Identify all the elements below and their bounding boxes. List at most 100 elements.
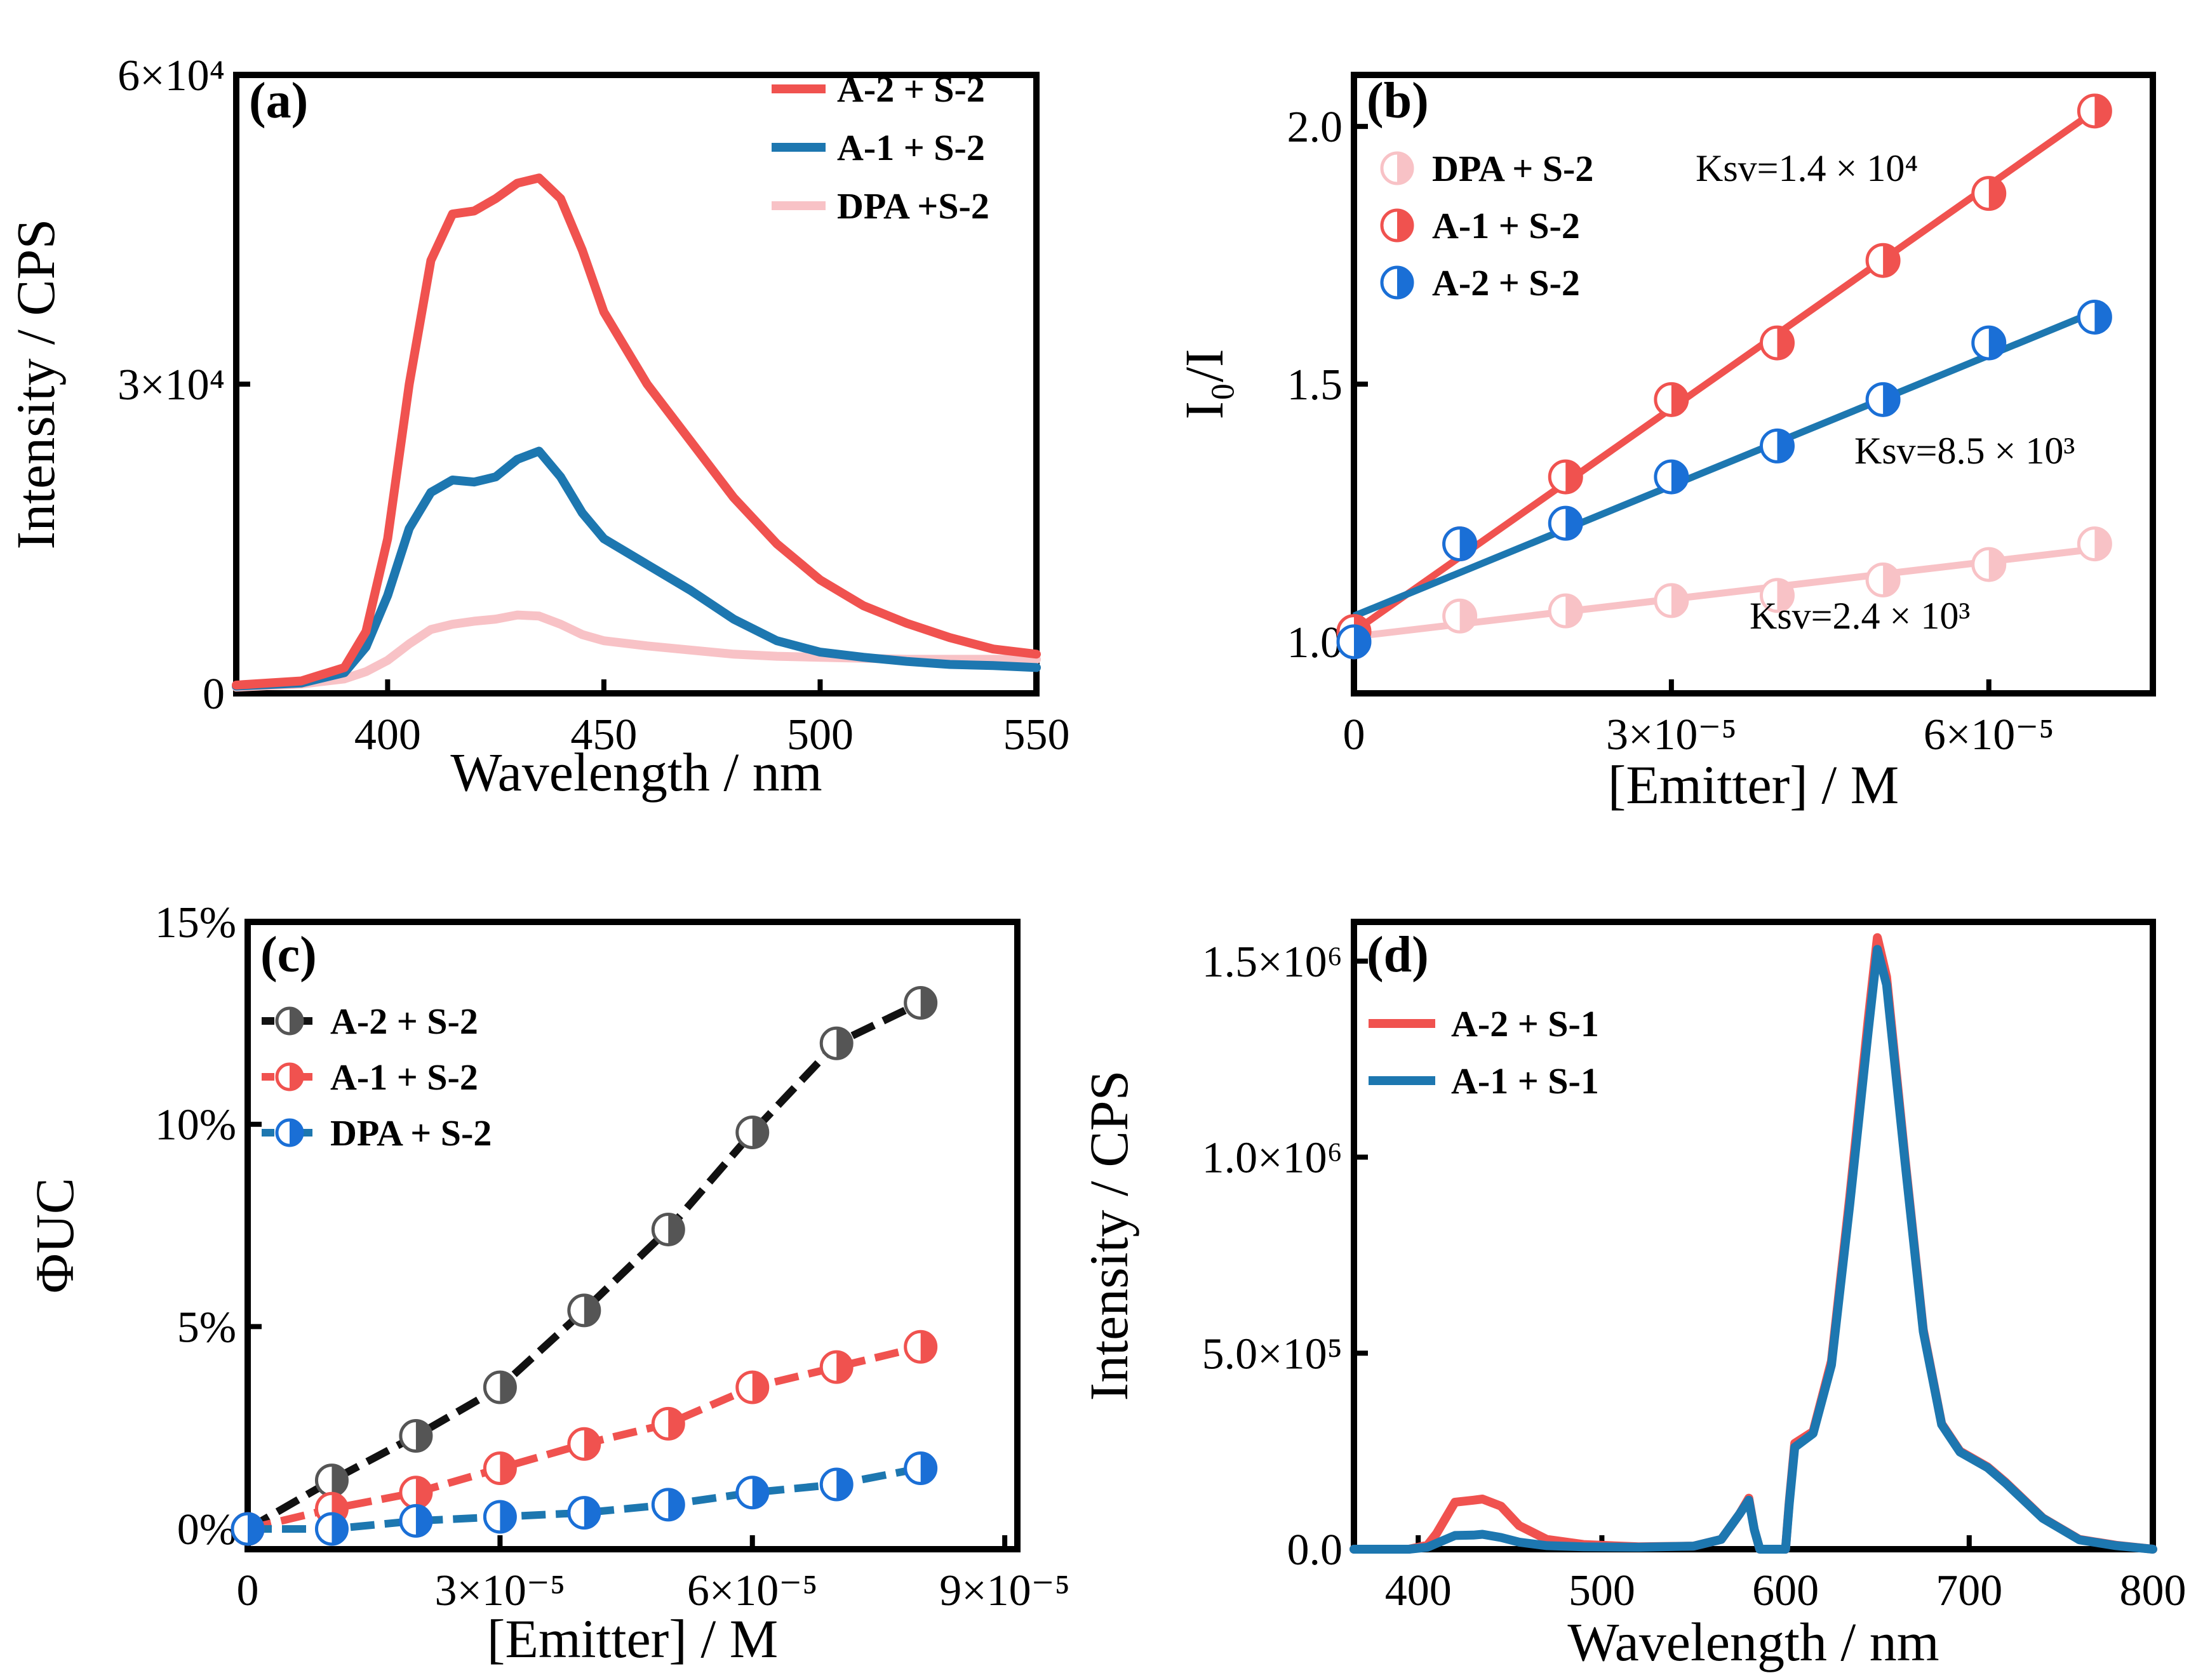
y-tick-label: 0 <box>203 670 225 719</box>
series-line-2 <box>248 1464 921 1533</box>
y-tick-label: 3×10⁴ <box>117 361 225 410</box>
y-tick-label: 2.0 <box>1287 103 1343 152</box>
y-tick-label: 5% <box>177 1303 236 1352</box>
x-axis-label: [Emitter] / M <box>1608 754 1899 815</box>
x-tick-label: 500 <box>1569 1566 1635 1615</box>
y-axis-label: ΦUC <box>24 1178 85 1293</box>
y-axis-label: Intensity / CPS <box>5 219 66 550</box>
data-point <box>1380 151 1414 185</box>
data-point <box>1654 583 1689 618</box>
y-tick-label: 0.0 <box>1287 1526 1343 1575</box>
legend-label: A-1 + S-2 <box>837 127 985 168</box>
y-tick-label: 1.0×10⁶ <box>1202 1134 1343 1183</box>
legend-label: A-1 + S-1 <box>1451 1060 1599 1102</box>
data-point <box>2077 299 2112 335</box>
data-point <box>735 1476 770 1510</box>
data-point <box>1548 505 1583 541</box>
x-tick-label: 450 <box>570 710 637 759</box>
data-point <box>1548 459 1583 495</box>
data-point <box>1759 325 1795 361</box>
y-tick-label: 5.0×10⁵ <box>1202 1330 1343 1378</box>
panel-label: (a) <box>249 73 308 129</box>
x-tick-label: 700 <box>1936 1566 2002 1615</box>
x-tick-label: 3×10⁻⁵ <box>1606 710 1737 759</box>
data-point <box>275 1006 304 1036</box>
data-point <box>2077 526 2112 562</box>
legend-label: A-2 + S-2 <box>837 69 985 110</box>
data-point <box>1442 526 1478 562</box>
x-tick-label: 500 <box>787 710 854 759</box>
y-tick-label: 6×10⁴ <box>117 51 225 100</box>
data-point <box>483 1370 517 1404</box>
fit-line-0 <box>1353 545 2096 641</box>
panel-c: 0 3×10⁻⁵ 6×10⁻⁵ 9×10⁻⁵ 0% 5% 10% 15% [Emitter] /… <box>24 898 1070 1669</box>
panel-label: (d) <box>1367 927 1429 983</box>
data-point <box>314 1512 349 1546</box>
data-point <box>1971 325 2007 361</box>
data-point <box>314 1463 349 1498</box>
data-point <box>1865 562 1901 597</box>
data-point <box>1380 265 1414 300</box>
series-line-1 <box>232 446 1041 691</box>
data-point <box>1971 176 2007 211</box>
data-point <box>1654 459 1689 495</box>
panel-d: 400 500 600 700 800 0.0 5.0×10⁵ 1.0×10⁶ 1.5×10⁶ W… <box>1078 919 2187 1672</box>
x-tick-label: 9×10⁻⁵ <box>939 1566 1070 1615</box>
x-tick-label: 0 <box>1343 710 1365 759</box>
data-point <box>483 1500 517 1534</box>
legend-label: A-2 + S-2 <box>1432 262 1580 303</box>
x-tick-label: 400 <box>354 710 421 759</box>
data-point <box>1865 243 1901 278</box>
panel-b: 0 3×10⁻⁵ 6×10⁻⁵ 1.0 1.5 2.0 [Emitter] / M I₀/I (… <box>1174 72 2156 815</box>
data-point <box>1654 382 1689 417</box>
data-point <box>904 1330 938 1364</box>
legend-label: DPA +S-2 <box>837 185 989 227</box>
x-tick-label: 800 <box>2120 1566 2187 1615</box>
y-tick-label: 1.5 <box>1287 361 1343 410</box>
x-tick-label: 6×10⁻⁵ <box>687 1566 818 1615</box>
y-tick-label: 15% <box>155 898 236 947</box>
data-point <box>275 1118 304 1147</box>
x-axis-label: [Emitter] / M <box>487 1608 779 1669</box>
legend-label: A-2 + S-1 <box>1451 1003 1599 1044</box>
data-point <box>651 1406 685 1441</box>
data-point <box>1759 428 1795 463</box>
x-tick-label: 400 <box>1385 1566 1452 1615</box>
fit-line-1 <box>1351 108 2097 635</box>
data-point <box>275 1062 304 1091</box>
data-point <box>567 1496 601 1530</box>
x-tick-label: 600 <box>1752 1566 1819 1615</box>
data-point <box>1548 593 1583 629</box>
data-point <box>904 985 938 1020</box>
x-tick-label: 550 <box>1003 710 1070 759</box>
plot-frame <box>244 919 1021 1552</box>
data-point <box>1380 208 1414 243</box>
data-point <box>1971 547 2007 582</box>
data-point <box>819 1026 854 1060</box>
y-tick-label: 1.0 <box>1287 618 1343 667</box>
y-tick-label: 1.5×10⁶ <box>1202 938 1343 987</box>
ksv-annotation: Ksv=1.4 × 10⁴ <box>1696 147 1918 189</box>
data-point <box>1865 382 1901 417</box>
series-line-0 <box>232 173 1041 690</box>
data-point <box>483 1451 517 1486</box>
data-point <box>1442 598 1478 634</box>
data-point <box>399 1419 433 1453</box>
x-tick-label: 0 <box>237 1566 259 1615</box>
x-tick-label: 3×10⁻⁵ <box>434 1566 565 1615</box>
legend-label: DPA + S-2 <box>330 1112 492 1154</box>
panel-label: (b) <box>1367 73 1429 129</box>
y-axis-label: I₀/I <box>1174 349 1235 419</box>
data-point <box>819 1350 854 1384</box>
y-tick-label: 10% <box>155 1101 236 1150</box>
data-point <box>651 1212 685 1246</box>
data-point <box>567 1293 601 1328</box>
x-tick-label: 6×10⁻⁵ <box>1924 710 2054 759</box>
data-point <box>231 1512 265 1546</box>
data-point <box>651 1488 685 1522</box>
data-point <box>904 1451 938 1486</box>
legend-label: A-1 + S-2 <box>330 1057 478 1098</box>
y-tick-label: 0% <box>177 1505 236 1554</box>
data-point <box>567 1427 601 1461</box>
